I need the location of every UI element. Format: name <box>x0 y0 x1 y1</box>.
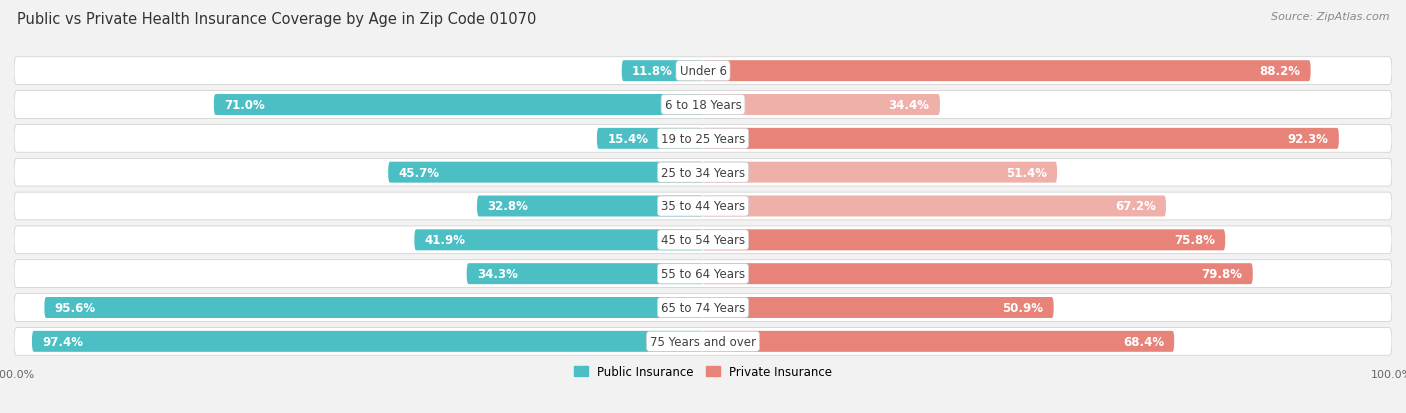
FancyBboxPatch shape <box>388 162 703 183</box>
FancyBboxPatch shape <box>621 61 703 82</box>
Text: 34.3%: 34.3% <box>477 268 517 280</box>
FancyBboxPatch shape <box>14 192 1392 221</box>
FancyBboxPatch shape <box>598 128 703 150</box>
FancyBboxPatch shape <box>14 91 1392 119</box>
FancyBboxPatch shape <box>703 61 1310 82</box>
FancyBboxPatch shape <box>703 196 1166 217</box>
FancyBboxPatch shape <box>703 263 1253 285</box>
FancyBboxPatch shape <box>14 328 1392 355</box>
FancyBboxPatch shape <box>477 196 703 217</box>
FancyBboxPatch shape <box>14 125 1392 153</box>
FancyBboxPatch shape <box>703 230 1225 251</box>
FancyBboxPatch shape <box>703 331 1174 352</box>
Text: 75.8%: 75.8% <box>1174 234 1215 247</box>
Text: 88.2%: 88.2% <box>1260 65 1301 78</box>
FancyBboxPatch shape <box>14 294 1392 322</box>
Text: 97.4%: 97.4% <box>42 335 83 348</box>
Text: 41.9%: 41.9% <box>425 234 465 247</box>
Text: 95.6%: 95.6% <box>55 301 96 314</box>
FancyBboxPatch shape <box>214 95 703 116</box>
Text: 34.4%: 34.4% <box>889 99 929 112</box>
FancyBboxPatch shape <box>14 226 1392 254</box>
Text: 45 to 54 Years: 45 to 54 Years <box>661 234 745 247</box>
Text: 67.2%: 67.2% <box>1115 200 1156 213</box>
FancyBboxPatch shape <box>415 230 703 251</box>
Text: 71.0%: 71.0% <box>224 99 264 112</box>
Text: 79.8%: 79.8% <box>1202 268 1243 280</box>
Text: 68.4%: 68.4% <box>1123 335 1164 348</box>
Text: 65 to 74 Years: 65 to 74 Years <box>661 301 745 314</box>
Text: 51.4%: 51.4% <box>1005 166 1047 179</box>
Text: 19 to 25 Years: 19 to 25 Years <box>661 133 745 145</box>
Text: 25 to 34 Years: 25 to 34 Years <box>661 166 745 179</box>
FancyBboxPatch shape <box>45 297 703 318</box>
Text: 11.8%: 11.8% <box>633 65 673 78</box>
FancyBboxPatch shape <box>14 58 1392 85</box>
FancyBboxPatch shape <box>703 297 1053 318</box>
FancyBboxPatch shape <box>14 159 1392 187</box>
Text: Public vs Private Health Insurance Coverage by Age in Zip Code 01070: Public vs Private Health Insurance Cover… <box>17 12 536 27</box>
Text: Source: ZipAtlas.com: Source: ZipAtlas.com <box>1271 12 1389 22</box>
Text: 45.7%: 45.7% <box>398 166 440 179</box>
FancyBboxPatch shape <box>703 128 1339 150</box>
Text: 50.9%: 50.9% <box>1002 301 1043 314</box>
Text: 15.4%: 15.4% <box>607 133 648 145</box>
FancyBboxPatch shape <box>703 95 941 116</box>
Text: 6 to 18 Years: 6 to 18 Years <box>665 99 741 112</box>
FancyBboxPatch shape <box>703 162 1057 183</box>
Text: 35 to 44 Years: 35 to 44 Years <box>661 200 745 213</box>
FancyBboxPatch shape <box>14 260 1392 288</box>
Text: Under 6: Under 6 <box>679 65 727 78</box>
Text: 55 to 64 Years: 55 to 64 Years <box>661 268 745 280</box>
Text: 75 Years and over: 75 Years and over <box>650 335 756 348</box>
Text: 32.8%: 32.8% <box>488 200 529 213</box>
Text: 92.3%: 92.3% <box>1288 133 1329 145</box>
FancyBboxPatch shape <box>32 331 703 352</box>
FancyBboxPatch shape <box>467 263 703 285</box>
Legend: Public Insurance, Private Insurance: Public Insurance, Private Insurance <box>569 360 837 383</box>
